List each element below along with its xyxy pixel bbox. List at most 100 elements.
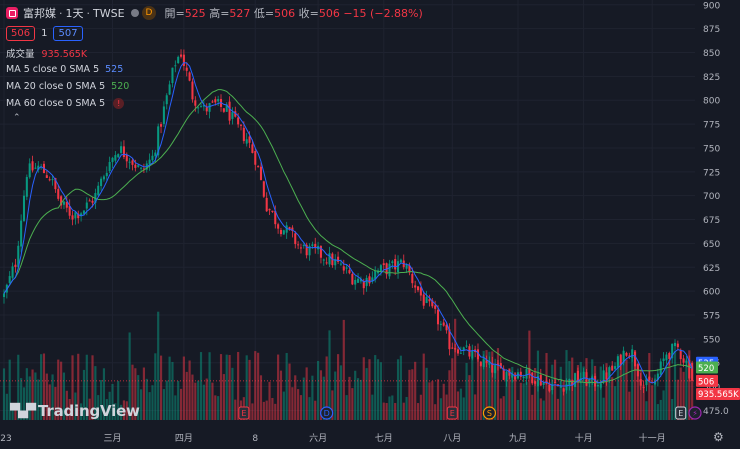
volume-bar	[585, 358, 588, 420]
volume-bar	[231, 367, 234, 420]
volume-bar	[319, 370, 323, 420]
candle-body	[234, 111, 237, 117]
volume-bar	[37, 379, 40, 420]
candle-body	[282, 230, 285, 235]
volume-bar	[48, 384, 51, 420]
volume-bar	[356, 378, 360, 420]
candle-body	[602, 370, 605, 383]
volume-bar	[308, 397, 311, 420]
candle-body	[554, 381, 557, 383]
ask-button[interactable]: 507	[53, 26, 83, 41]
volume-bar	[611, 377, 614, 420]
price-tick-label: 575	[703, 312, 720, 322]
volume-bar	[214, 395, 217, 420]
volume-bar	[385, 403, 388, 420]
ma5-label: MA 5 close 0 SMA 5	[6, 64, 100, 75]
candle-body	[237, 117, 240, 125]
volume-bar	[596, 384, 600, 420]
data-badge[interactable]: D	[141, 6, 157, 20]
volume-bar	[297, 389, 300, 420]
volume-bar	[20, 378, 23, 420]
volume-bar	[588, 378, 591, 420]
bid-button[interactable]: 506	[6, 26, 36, 41]
candle-body	[342, 266, 345, 271]
candle-body	[34, 167, 37, 169]
candle-body	[639, 378, 642, 386]
volume-bar	[679, 367, 682, 420]
volume-bar	[445, 394, 448, 420]
candle-body	[242, 127, 245, 142]
change-value: −15 (−2.88%)	[343, 7, 423, 20]
volume-bar	[605, 363, 608, 420]
volume-tag-bg	[696, 388, 740, 400]
volume-bar	[616, 362, 619, 420]
volume-bar	[317, 360, 320, 420]
ma20-price-tag-bg	[696, 361, 718, 374]
time-tick-label: 十月	[575, 432, 593, 444]
price-tick-label: 700	[703, 192, 720, 202]
candle-body	[542, 382, 545, 385]
volume-bar	[168, 356, 171, 420]
collapse-legend-icon[interactable]: ⌃	[13, 113, 21, 123]
event-markers[interactable]: E D E S E ⚡	[238, 406, 702, 420]
volume-bar	[274, 403, 277, 420]
candle-body	[411, 273, 414, 284]
candle-body	[8, 276, 11, 283]
candle-body	[274, 210, 277, 225]
volume-bar	[359, 379, 363, 420]
candle-body	[445, 324, 448, 331]
candle-body	[456, 349, 460, 354]
volume-bar	[554, 359, 557, 420]
volume-bar	[199, 352, 203, 420]
candle-body	[211, 101, 214, 103]
candle-body	[691, 362, 694, 381]
candle-body	[37, 165, 40, 171]
candle-body	[14, 264, 17, 267]
candle-body	[134, 164, 137, 168]
spread-value: 1	[41, 28, 48, 39]
ma20-price-tag: 520	[698, 364, 714, 374]
time-tick-label: 23	[0, 434, 11, 444]
candle-body	[31, 161, 34, 171]
candle-body	[616, 356, 619, 368]
settings-gear-icon[interactable]: ⚙	[713, 430, 724, 444]
candle-body	[568, 379, 571, 386]
price-tick-label: 550	[703, 335, 720, 345]
candle-body	[588, 379, 591, 384]
ma60-legend[interactable]: MA 60 close 0 SMA 5!	[6, 98, 125, 109]
volume-bar	[2, 368, 6, 420]
volume-bar	[662, 390, 665, 420]
candle-body	[337, 256, 340, 262]
ma5-legend[interactable]: MA 5 close 0 SMA 5 525	[6, 64, 123, 75]
volume-bar	[279, 370, 283, 420]
time-axis[interactable]: 23 三月 四月 8 六月 七月 八月 九月 十月 十一月	[0, 432, 665, 444]
quote-row: 506 1 507	[6, 26, 83, 41]
candle-body	[374, 270, 377, 280]
volume-bar	[131, 364, 134, 420]
warning-icon[interactable]: !	[113, 98, 125, 109]
ma20-legend[interactable]: MA 20 close 0 SMA 5 520	[6, 81, 129, 92]
candle-body	[422, 294, 425, 306]
volume-bar	[174, 395, 177, 420]
candle-body	[171, 67, 174, 84]
high-label: 高	[209, 7, 221, 20]
volume-bar	[402, 402, 405, 420]
symbol-name[interactable]: 富邦媒	[23, 7, 56, 20]
candle-body	[462, 347, 465, 351]
price-tick-label: 750	[703, 144, 720, 154]
volume-bar	[608, 367, 611, 420]
candle-body	[648, 376, 651, 381]
volume-bar	[22, 387, 26, 420]
volume-bar	[77, 353, 80, 420]
candle-body	[651, 381, 654, 383]
volume-bar	[448, 370, 451, 420]
volume-bar	[659, 399, 662, 420]
volume-bar	[134, 368, 137, 420]
candle-body	[102, 176, 105, 180]
price-tick-label: 800	[703, 97, 720, 107]
candle-body	[505, 371, 508, 382]
candle-body	[559, 385, 562, 388]
interval-label[interactable]: 1天	[65, 7, 84, 20]
volume-legend[interactable]: 成交量 935.565K	[6, 46, 87, 60]
